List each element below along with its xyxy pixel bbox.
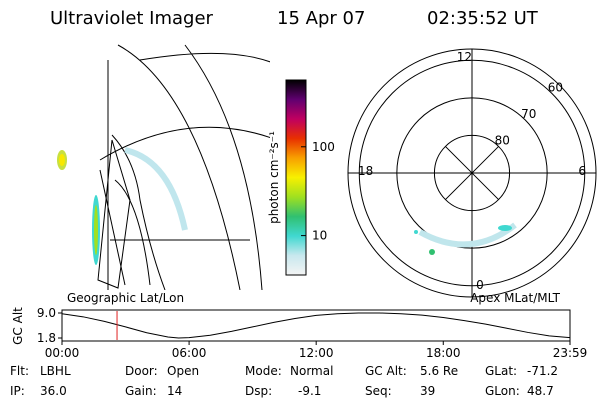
field-label: GC Alt: — [365, 364, 407, 378]
x-tick-label: 12:00 — [299, 346, 334, 360]
date: 15 Apr 07 — [277, 8, 365, 29]
field-label: GLon: — [485, 384, 520, 398]
field-value: Open — [167, 364, 199, 378]
colorbar-fill — [285, 79, 307, 276]
mlt-label: 0 — [476, 278, 484, 292]
field-value: 36.0 — [40, 384, 67, 398]
x-tick-label: 06:00 — [172, 346, 207, 360]
x-tick-label: 23:59 — [553, 346, 588, 360]
y-axis-label: GC Alt — [11, 307, 25, 345]
altitude-line — [61, 312, 571, 339]
colorbar-label: photon cm⁻²s⁻¹ — [267, 131, 281, 224]
colorbar: 10 100 photon cm⁻²s⁻¹ — [267, 79, 335, 276]
mlt-label: 6 — [578, 164, 586, 178]
field-label: GLat: — [485, 364, 517, 378]
field-label: IP: — [10, 384, 25, 398]
x-tick-label: 00:00 — [45, 346, 80, 360]
footer: Flt: LBHL Door: Open Mode: Normal GC Alt: 5.6 R… — [10, 364, 558, 398]
aurora-map — [57, 147, 188, 265]
lat-label: 80 — [495, 133, 510, 147]
time: 02:35:52 UT — [427, 8, 539, 29]
field-label: Seq: — [365, 384, 392, 398]
field-value: 39 — [420, 384, 435, 398]
field-value: 14 — [167, 384, 182, 398]
x-tick-label: 18:00 — [426, 346, 461, 360]
mlt-label: 18 — [358, 164, 373, 178]
field-label: Flt: — [10, 364, 29, 378]
y-tick-label: 9.0 — [37, 306, 56, 320]
field-value: 5.6 Re — [420, 364, 458, 378]
polar-label: Apex MLat/MLT — [470, 291, 560, 305]
field-value: -9.1 — [298, 384, 321, 398]
timeline: 9.0 1.800:00 06:00 12:00 18:00 23:59 GC Alt — [11, 306, 587, 360]
field-value: 48.7 — [527, 384, 554, 398]
lat-label: 60 — [548, 80, 563, 94]
field-value: LBHL — [40, 364, 71, 378]
y-tick-label: 1.8 — [37, 331, 56, 345]
mlt-label: 12 — [457, 50, 472, 64]
field-label: Door: — [125, 364, 158, 378]
field-value: -71.2 — [527, 364, 558, 378]
field-value: Normal — [290, 364, 333, 378]
colorbar-tick-label: 10 — [312, 229, 327, 243]
aurora-polar — [414, 222, 517, 255]
lat-label: 70 — [521, 107, 536, 121]
field-label: Mode: — [245, 364, 282, 378]
map-label: Geographic Lat/Lon — [67, 291, 184, 305]
field-label: Dsp: — [245, 384, 272, 398]
instrument-title: Ultraviolet Imager — [50, 8, 214, 29]
colorbar-tick-label: 100 — [312, 140, 335, 154]
field-label: Gain: — [125, 384, 157, 398]
